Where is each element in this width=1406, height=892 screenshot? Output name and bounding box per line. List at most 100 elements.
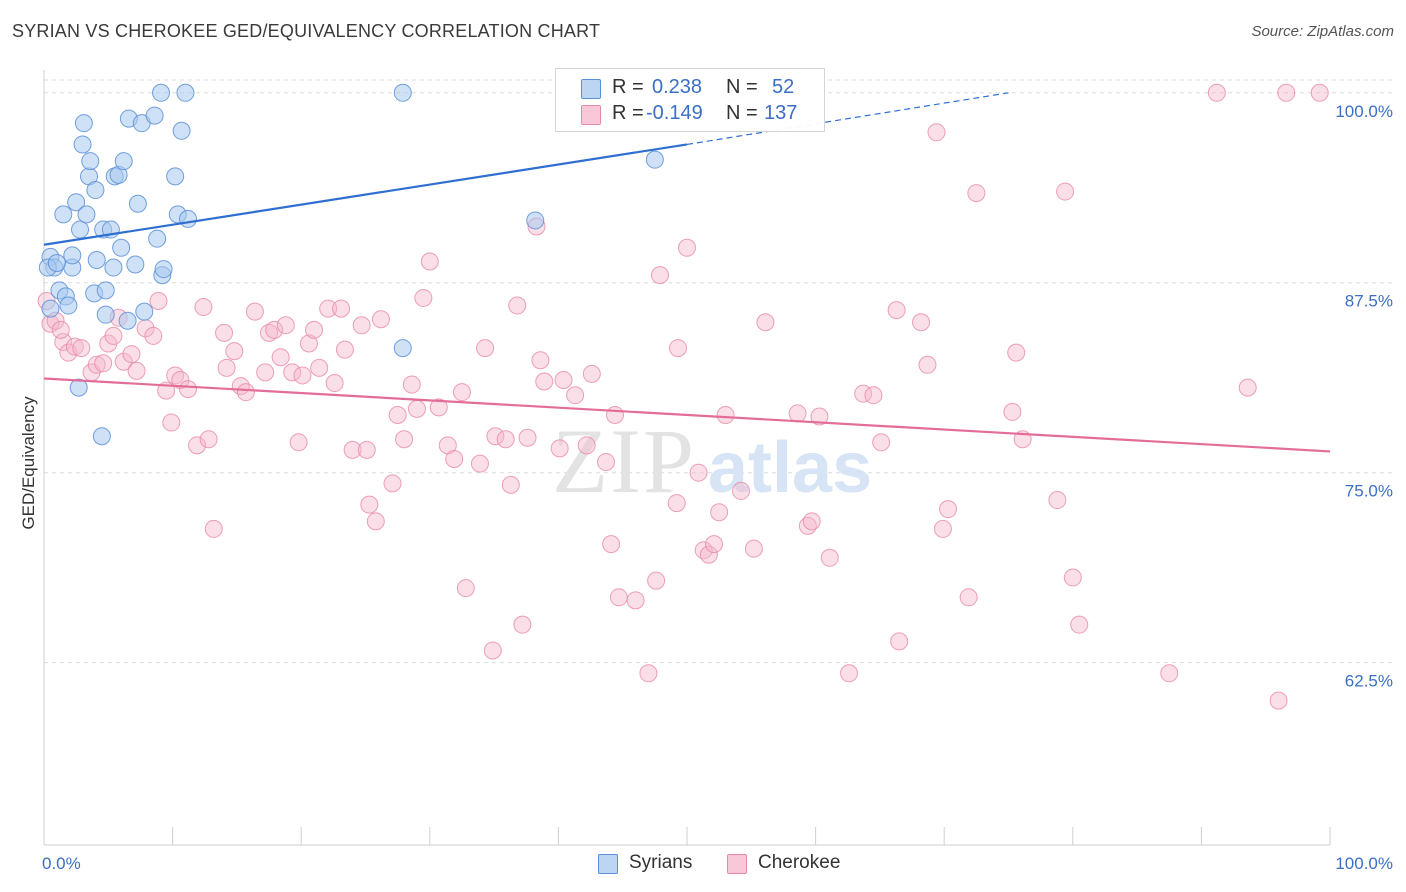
cherokee-point xyxy=(483,641,502,660)
cherokee-point xyxy=(452,383,471,402)
syrian-point xyxy=(112,238,131,257)
cherokee-points xyxy=(37,83,1329,710)
legend-r-value: -0.149 xyxy=(646,102,703,124)
cherokee-point xyxy=(582,364,601,383)
syrian-point xyxy=(393,83,412,102)
trend-lines xyxy=(43,92,1331,453)
cherokee-point xyxy=(918,355,937,374)
syrian-point xyxy=(104,258,123,277)
tick-labels: 62.5% 75.0% 87.5% 100.0% 0.0% 100.0% xyxy=(42,102,1393,873)
syrian-point xyxy=(172,121,191,140)
cherokee-point xyxy=(104,326,123,345)
syrian-trend-extension xyxy=(686,92,1009,146)
y-tick-label: 100.0% xyxy=(1335,102,1393,121)
legend-r-value: 0.238 xyxy=(652,76,703,98)
syrian-point xyxy=(148,229,167,248)
cherokee-point xyxy=(470,454,489,473)
cherokee-point xyxy=(293,366,312,385)
syrian-point xyxy=(128,194,147,213)
syrian-point xyxy=(71,220,90,239)
cherokee-point xyxy=(199,430,218,449)
cherokee-point xyxy=(260,323,279,342)
syrian-point xyxy=(47,253,66,272)
syrians-label: Syrians xyxy=(629,852,693,873)
cherokee-point xyxy=(840,664,859,683)
cherokee-point xyxy=(456,579,475,598)
cherokee-point xyxy=(236,383,255,402)
cherokee-point xyxy=(276,316,295,335)
cherokee-swatch xyxy=(581,105,601,125)
cherokee-point xyxy=(508,296,527,315)
syrian-point xyxy=(41,299,60,318)
syrian-point xyxy=(54,205,73,224)
cherokee-point xyxy=(127,361,146,380)
cherokee-point xyxy=(887,301,906,320)
cherokee-point xyxy=(72,339,91,358)
cherokee-point xyxy=(352,316,371,335)
cherokee-point xyxy=(420,252,439,271)
cherokee-trend-line xyxy=(43,377,1331,453)
syrian-trend-line xyxy=(43,143,688,246)
cherokee-point xyxy=(1160,664,1179,683)
cherokee-point xyxy=(383,474,402,493)
cherokee-point xyxy=(1070,615,1089,634)
cherokee-point xyxy=(650,266,669,285)
cherokee-point xyxy=(1056,182,1075,201)
cherokee-point xyxy=(144,326,163,345)
cherokee-point xyxy=(357,440,376,459)
legend-n-label: N = xyxy=(726,76,758,98)
cherokee-point xyxy=(890,632,909,651)
syrian-point xyxy=(526,211,545,230)
cherokee-point xyxy=(343,440,362,459)
syrian-point xyxy=(179,209,198,228)
cherokee-point xyxy=(188,436,207,455)
source-label: Source: ZipAtlas.com xyxy=(1251,23,1394,40)
cherokee-point xyxy=(289,433,308,452)
cherokee-point xyxy=(319,299,338,318)
syrian-point xyxy=(96,305,115,324)
cherokee-point xyxy=(51,320,70,339)
syrian-point xyxy=(152,83,171,102)
syrian-point xyxy=(87,250,106,269)
cherokee-point xyxy=(1238,378,1257,397)
cherokee-point xyxy=(864,386,883,405)
x-tick-label: 0.0% xyxy=(42,854,81,873)
cherokee-point xyxy=(939,500,958,519)
cherokee-point xyxy=(647,571,666,590)
cherokee-point xyxy=(667,494,686,513)
syrian-point xyxy=(77,205,96,224)
syrian-point xyxy=(154,260,173,279)
syrian-point xyxy=(145,106,164,125)
cherokee-point xyxy=(122,345,141,364)
legend-row-cherokee: R = -0.149 N = 137 xyxy=(556,102,824,126)
cherokee-point xyxy=(445,450,464,469)
syrian-point xyxy=(67,193,86,212)
legend-n-value: 52 xyxy=(772,76,795,98)
syrian-point xyxy=(86,181,105,200)
cherokee-point xyxy=(65,337,84,356)
cherokee-point xyxy=(605,405,624,424)
cherokee-point xyxy=(496,430,515,449)
cherokee-point xyxy=(531,351,550,370)
cherokee-point xyxy=(179,380,198,399)
cherokee-point xyxy=(535,372,554,391)
cherokee-point xyxy=(550,439,569,458)
cherokee-point xyxy=(283,363,302,382)
cherokee-point xyxy=(1269,691,1288,710)
syrian-point xyxy=(59,296,78,315)
legend-r-label: R = xyxy=(612,102,644,124)
cherokee-point xyxy=(1003,402,1022,421)
cherokee-point xyxy=(1063,568,1082,587)
cherokee-point xyxy=(310,358,329,377)
cherokee-point xyxy=(1048,491,1067,510)
cherokee-point xyxy=(554,371,573,389)
cherokee-point xyxy=(407,399,426,418)
syrian-point xyxy=(645,150,664,169)
cherokee-point xyxy=(518,428,537,447)
syrian-point xyxy=(69,378,88,397)
cherokee-point xyxy=(256,363,275,382)
legend-n-label: N = xyxy=(726,102,758,124)
syrian-point xyxy=(114,152,133,171)
cherokee-point xyxy=(756,313,775,332)
cherokee-point xyxy=(933,519,952,538)
